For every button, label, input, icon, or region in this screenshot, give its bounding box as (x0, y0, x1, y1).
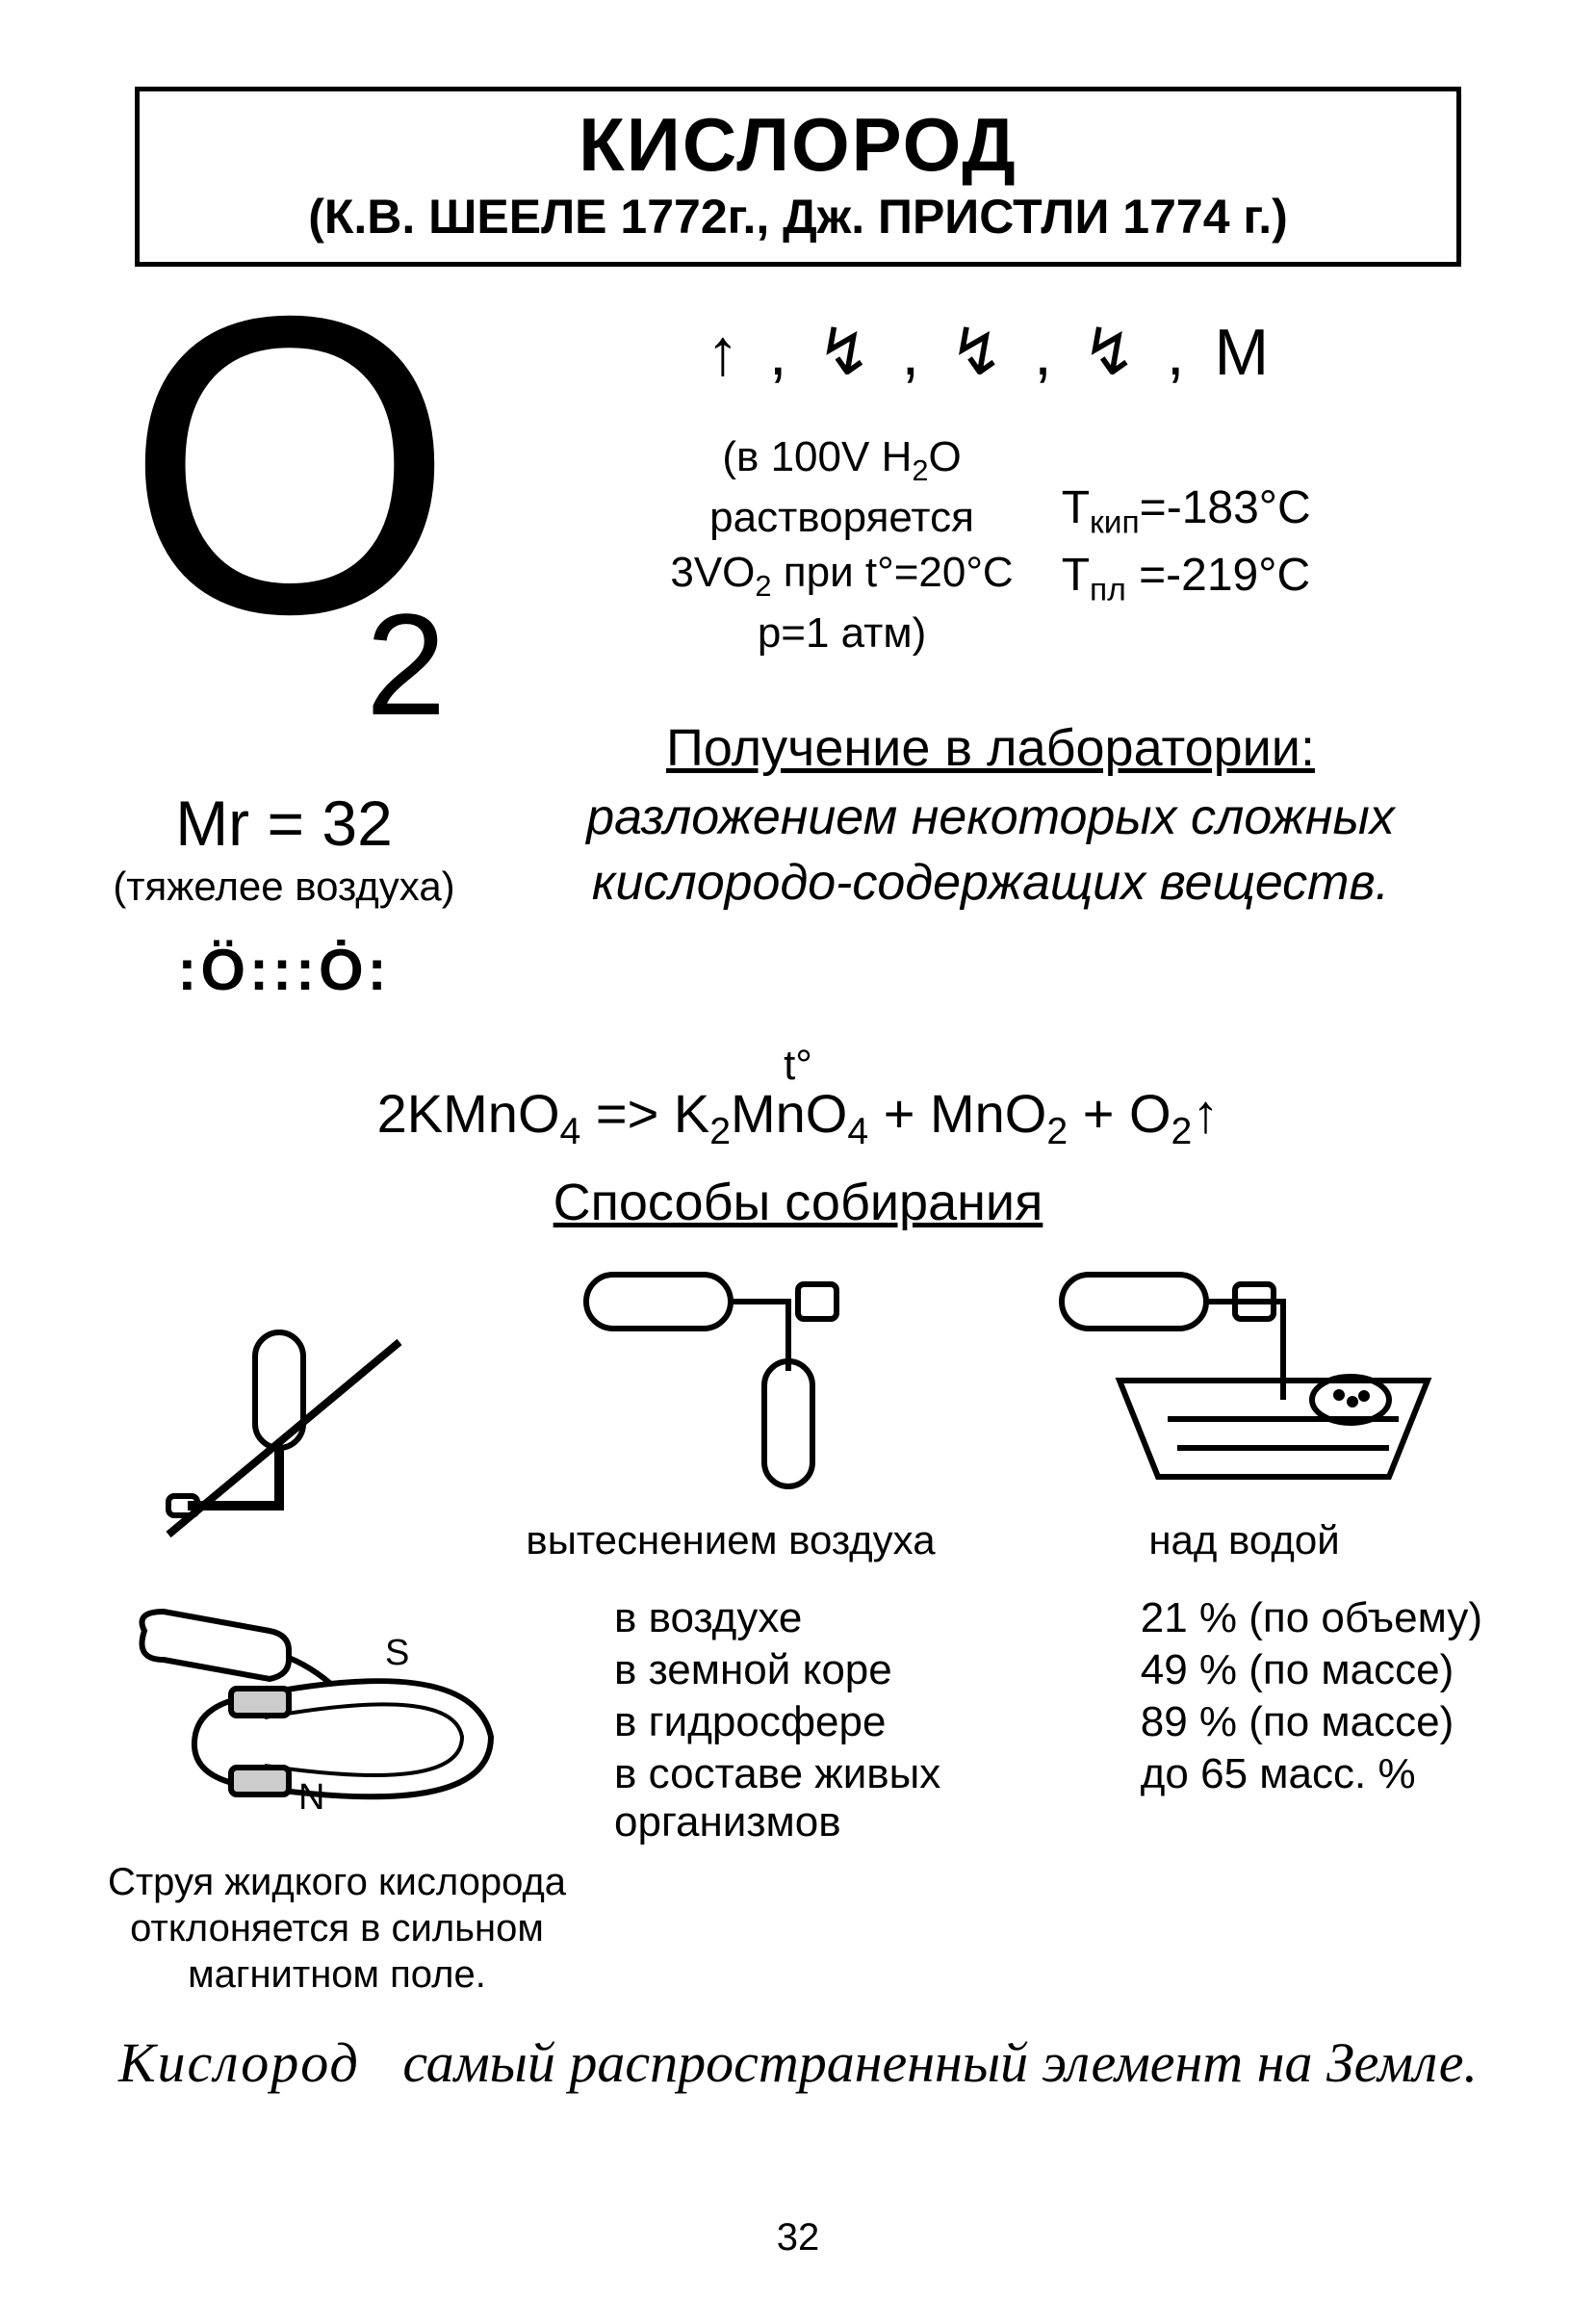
lab-prep-text: разложением некоторых сложных кислородо-… (491, 786, 1490, 916)
page-number: 32 (0, 2216, 1596, 2259)
lab-prep-heading: Получение в лаборатории: (491, 718, 1490, 778)
magnet-s-label: S (385, 1633, 409, 1673)
table-row: в земной коре49 % (по массе) (606, 1644, 1490, 1696)
table-row: в гидросфере89 % (по массе) (606, 1696, 1490, 1748)
solubility-text: (в 100V H2O растворяется 3VO2 при t°=20°… (670, 429, 1013, 660)
summary-rest: самый распространенный элемент на Земле. (402, 2031, 1478, 2094)
solubility-temperature-row: (в 100V H2O растворяется 3VO2 при t°=20°… (491, 429, 1490, 660)
upper-section: O 2 Mr = 32 (тяжелее воздуха) :Ö:::Ȯ: ↑ … (106, 315, 1490, 1003)
symbol-subscript: 2 (366, 604, 446, 727)
apparatus-crossed-icon (149, 1313, 419, 1563)
table-row: в составе живых организмовдо 65 масс. % (606, 1748, 1490, 1848)
distribution-table: в воздухе21 % (по объему) в земной коре4… (606, 1592, 1490, 1848)
method-air-label: вытеснением воздуха (526, 1517, 935, 1563)
collection-methods: вытеснением воздуха над водой (106, 1255, 1490, 1563)
apparatus-water-icon (1043, 1255, 1447, 1506)
property-symbols-row: ↑ , ↯ , ↯ , ↯ , М (491, 315, 1490, 391)
method-over-water: над водой (1043, 1255, 1447, 1563)
magnet-caption: Струя жидкого кислорода отклоняется в си… (106, 1859, 568, 1998)
collection-heading: Способы собирания (106, 1173, 1490, 1232)
chemical-equation: 2KMnO4 => K2MnO4 + MnO2 + O2↑ (106, 1082, 1490, 1153)
magnet-n-label: N (298, 1777, 324, 1818)
magnet-column: S N Струя жидкого кислорода отклоняется … (106, 1592, 568, 1998)
molar-mass: Mr = 32 (106, 787, 462, 860)
summary-text: Кислород самый распространенный элемент … (106, 2027, 1490, 2099)
lewis-structure: :Ö:::Ȯ: (106, 937, 462, 1003)
magnet-icon: S N (125, 1592, 549, 1843)
table-row: в воздухе21 % (по объему) (606, 1592, 1490, 1644)
method-air-crossed (149, 1313, 419, 1563)
apparatus-air-icon (567, 1255, 894, 1506)
molar-mass-note: (тяжелее воздуха) (106, 864, 462, 910)
equation-block: t° 2KMnO4 => K2MnO4 + MnO2 + O2↑ (106, 1042, 1490, 1153)
distribution-section: S N Струя жидкого кислорода отклоняется … (106, 1592, 1490, 1998)
element-symbol: O 2 (106, 315, 462, 729)
info-column: ↑ , ↯ , ↯ , ↯ , М (в 100V H2O растворяет… (491, 315, 1490, 1003)
method-water-label: над водой (1043, 1517, 1447, 1563)
page: КИСЛОРОД (К.В. ШЕЕЛЕ 1772г., Дж. ПРИСТЛИ… (0, 0, 1596, 2298)
title-main: КИСЛОРОД (157, 101, 1439, 189)
symbol-column: O 2 Mr = 32 (тяжелее воздуха) :Ö:::Ȯ: (106, 315, 462, 1003)
method-air-displacement: вытеснением воздуха (526, 1255, 935, 1563)
temperatures: Tкип=-183°C Tпл =-219°C (1062, 478, 1311, 612)
summary-lead: Кислород (118, 2031, 360, 2094)
